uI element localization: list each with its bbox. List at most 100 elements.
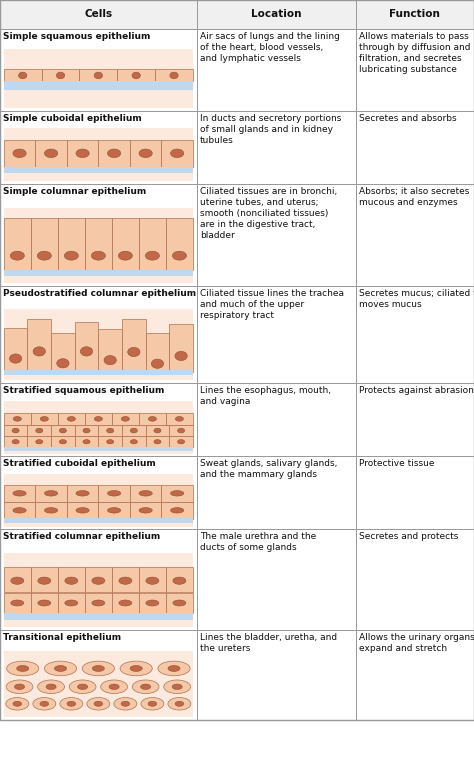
Bar [67, 485, 98, 502]
Ellipse shape [173, 600, 186, 606]
Ellipse shape [46, 684, 56, 689]
Ellipse shape [65, 600, 78, 606]
Bar [35, 485, 67, 502]
Bar [51, 425, 75, 436]
Ellipse shape [130, 666, 142, 672]
Bar [0, 0, 197, 29]
Ellipse shape [6, 698, 29, 710]
Ellipse shape [141, 698, 164, 710]
Text: Protects against abrasion: Protects against abrasion [359, 386, 474, 395]
Bar [27, 436, 51, 447]
Ellipse shape [130, 428, 137, 433]
Ellipse shape [36, 439, 43, 444]
Bar [27, 425, 51, 436]
Ellipse shape [40, 701, 49, 707]
Ellipse shape [92, 577, 105, 584]
Text: Allows the urinary organs to
expand and stretch: Allows the urinary organs to expand and … [359, 633, 474, 653]
Text: Function: Function [389, 9, 440, 20]
Ellipse shape [78, 684, 88, 689]
Bar [139, 218, 166, 270]
Bar [4, 310, 193, 380]
Bar [356, 111, 474, 184]
Text: Absorbs; it also secretes
mucous and enzymes: Absorbs; it also secretes mucous and enz… [359, 187, 469, 206]
Bar [4, 425, 27, 436]
Ellipse shape [139, 490, 152, 496]
Bar [356, 456, 474, 529]
Bar [197, 111, 356, 184]
Ellipse shape [94, 701, 103, 707]
Bar [139, 413, 166, 425]
Text: Pseudostratified columnar epithelium: Pseudostratified columnar epithelium [3, 289, 196, 298]
Bar [98, 436, 122, 447]
Bar [4, 81, 193, 90]
Bar [166, 593, 193, 613]
Bar [130, 485, 161, 502]
Ellipse shape [91, 251, 105, 260]
Text: Simple columnar epithelium: Simple columnar epithelium [3, 187, 146, 196]
Ellipse shape [173, 251, 186, 260]
Bar [146, 333, 169, 372]
Ellipse shape [178, 428, 185, 433]
Bar [98, 329, 122, 372]
Ellipse shape [59, 428, 66, 433]
Text: Sweat glands, salivary glands,
and the mammary glands: Sweat glands, salivary glands, and the m… [200, 459, 337, 479]
Bar [75, 425, 98, 436]
Bar [356, 383, 474, 456]
Bar [51, 333, 75, 372]
Ellipse shape [92, 600, 105, 606]
Bar [197, 0, 356, 29]
Text: Air sacs of lungs and the lining
of the heart, blood vessels,
and lymphatic vess: Air sacs of lungs and the lining of the … [200, 32, 340, 63]
Ellipse shape [109, 684, 119, 689]
Bar [169, 425, 193, 436]
Bar [112, 566, 139, 592]
Ellipse shape [171, 508, 184, 513]
Bar [166, 413, 193, 425]
Ellipse shape [108, 149, 121, 158]
Ellipse shape [132, 72, 140, 79]
Ellipse shape [6, 680, 33, 694]
Bar [4, 593, 31, 613]
Ellipse shape [83, 428, 90, 433]
Bar [197, 630, 356, 720]
Ellipse shape [38, 600, 51, 606]
Bar [4, 413, 31, 425]
Ellipse shape [64, 251, 78, 260]
Ellipse shape [45, 661, 77, 676]
Bar [356, 630, 474, 720]
Ellipse shape [173, 577, 186, 584]
Bar [51, 436, 75, 447]
Ellipse shape [139, 508, 152, 513]
Bar [356, 0, 474, 29]
Ellipse shape [175, 417, 183, 421]
Bar [197, 184, 356, 286]
Ellipse shape [114, 698, 137, 710]
Bar [75, 436, 98, 447]
Ellipse shape [69, 680, 96, 694]
Bar [166, 566, 193, 592]
Ellipse shape [118, 251, 132, 260]
Bar [58, 413, 85, 425]
Bar [197, 456, 356, 529]
Ellipse shape [128, 348, 140, 357]
Ellipse shape [10, 251, 24, 260]
Ellipse shape [17, 666, 29, 672]
Bar [4, 218, 31, 270]
Ellipse shape [56, 72, 64, 79]
Text: Stratified squamous epithelium: Stratified squamous epithelium [3, 386, 164, 395]
Bar [85, 566, 112, 592]
Bar [161, 502, 193, 519]
Ellipse shape [148, 417, 156, 421]
Ellipse shape [141, 684, 151, 689]
Bar [4, 49, 193, 109]
Ellipse shape [175, 701, 184, 707]
Bar [4, 436, 27, 447]
Ellipse shape [170, 72, 178, 79]
Ellipse shape [11, 600, 24, 606]
Bar [4, 502, 35, 519]
Ellipse shape [37, 251, 51, 260]
Ellipse shape [104, 355, 116, 365]
Text: Protective tissue: Protective tissue [359, 459, 434, 468]
Bar [112, 593, 139, 613]
Bar [4, 128, 193, 181]
Bar [161, 140, 193, 166]
